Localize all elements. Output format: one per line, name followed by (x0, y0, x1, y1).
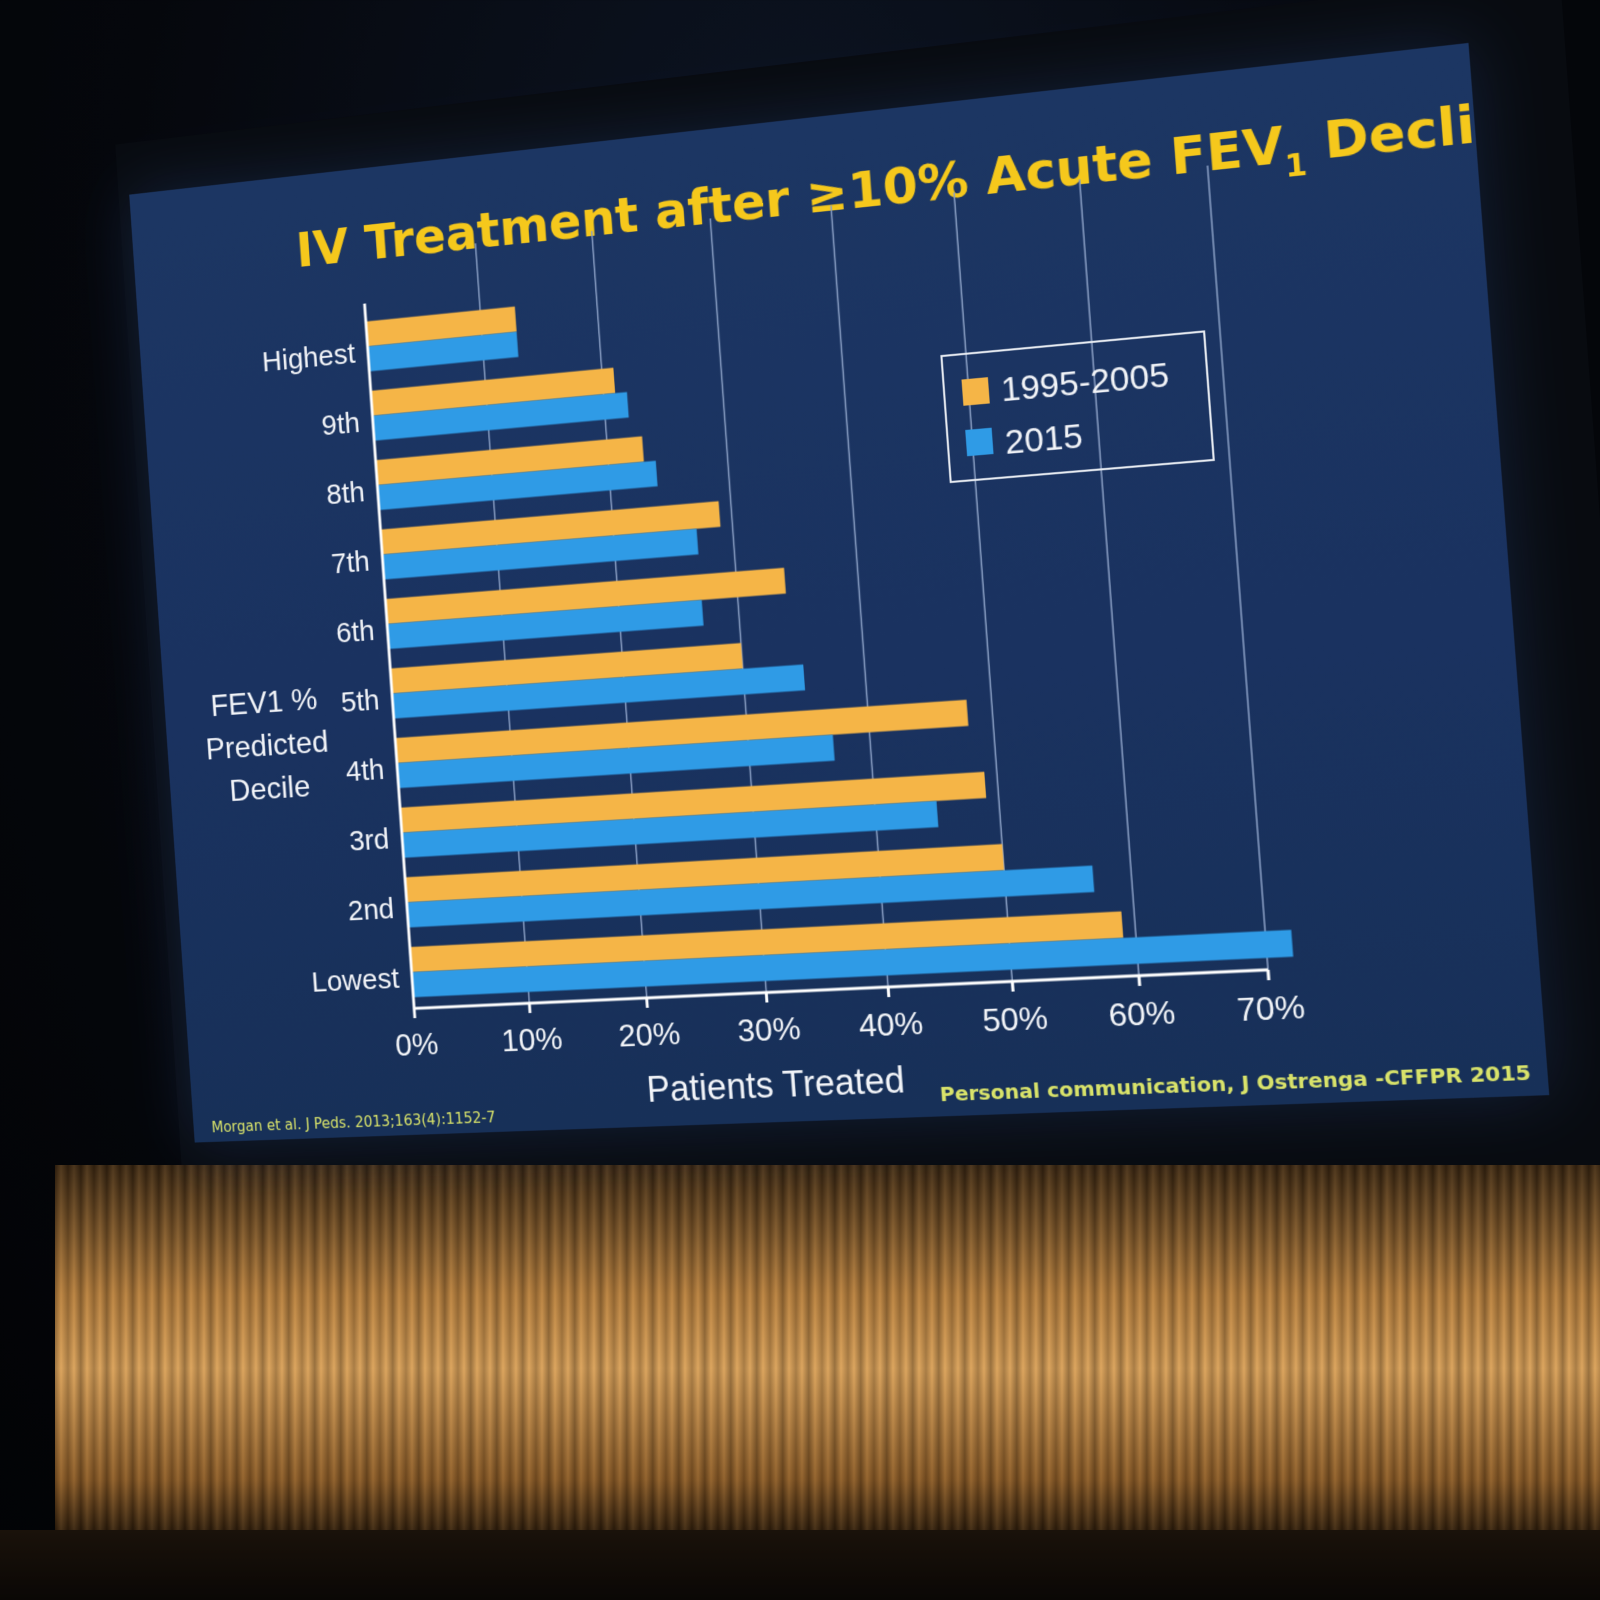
x-tick-label: 20% (617, 1015, 681, 1053)
legend: 1995-2005 2015 (941, 331, 1213, 482)
x-tick (529, 1003, 530, 1013)
legend-swatch-1995-2005 (961, 377, 989, 406)
x-axis-title: Patients Treated (645, 1060, 906, 1110)
stage-floor (0, 1530, 1600, 1600)
category-label: 4th (345, 754, 386, 788)
x-tick-label: 50% (981, 999, 1049, 1038)
legend-label-2015: 2015 (1004, 416, 1084, 461)
x-tick (1268, 970, 1269, 980)
category-label: 6th (335, 615, 376, 650)
gridline (1080, 179, 1139, 975)
projection-screen: IV Treatment after ≥10% Acute FEV1 Decli… (129, 43, 1549, 1143)
bar-chart: IV Treatment after ≥10% Acute FEV1 Decli… (129, 43, 1549, 1143)
x-tick (888, 987, 889, 997)
x-tick (647, 998, 648, 1008)
y-axis-title-line-2: Predicted (205, 724, 330, 767)
category-label: 8th (325, 477, 366, 512)
x-tick (766, 993, 767, 1003)
x-tick (1139, 976, 1140, 986)
bars (366, 233, 1293, 997)
category-label: 2nd (347, 893, 395, 927)
category-label: Highest (261, 338, 356, 379)
legend-swatch-2015 (965, 428, 993, 457)
category-label: 5th (340, 685, 381, 719)
category-label: Lowest (311, 963, 401, 999)
x-tick-label: 60% (1107, 994, 1176, 1034)
stage-curtain (55, 1165, 1600, 1535)
x-tick-label: 70% (1236, 988, 1307, 1028)
category-label: 7th (330, 546, 371, 581)
y-axis-title-line-3: Decile (228, 768, 311, 808)
y-axis-title-line-1: FEV1 % (210, 681, 319, 723)
x-tick (414, 1008, 415, 1018)
x-tick-label: 0% (394, 1026, 439, 1063)
legend-box (941, 331, 1213, 482)
x-tick-label: 10% (500, 1021, 563, 1059)
title-subscript: 1 (1284, 146, 1309, 185)
x-tick (1012, 981, 1013, 991)
category-label: 3rd (348, 824, 390, 858)
citation-left: Morgan et al. J Peds. 2013;163(4):1152-7 (211, 1110, 496, 1136)
legend-label-1995-2005: 1995-2005 (1000, 355, 1171, 409)
gridline (1208, 166, 1269, 970)
x-tick-label: 30% (736, 1010, 802, 1049)
y-axis-title: FEV1 % Predicted Decile (202, 681, 333, 810)
x-tick-label: 40% (858, 1005, 925, 1044)
category-label: 9th (321, 407, 362, 442)
